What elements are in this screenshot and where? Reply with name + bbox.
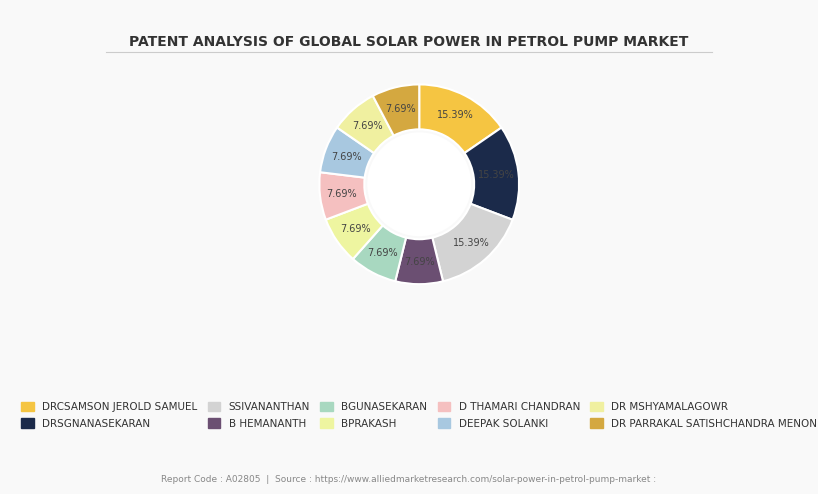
Wedge shape: [320, 127, 374, 178]
Text: Report Code : A02805  |  Source : https://www.alliedmarketresearch.com/solar-pow: Report Code : A02805 | Source : https://…: [161, 475, 657, 484]
Wedge shape: [419, 84, 501, 153]
Text: 7.69%: 7.69%: [367, 248, 398, 258]
Text: 7.69%: 7.69%: [404, 257, 434, 267]
Wedge shape: [395, 238, 443, 284]
Wedge shape: [373, 84, 420, 136]
Text: 7.69%: 7.69%: [326, 189, 357, 199]
Wedge shape: [465, 127, 519, 220]
Legend: DRCSAMSON JEROLD SAMUEL, DRSGNANASEKARAN, SSIVANANTHAN, B HEMANANTH, BGUNASEKARA: DRCSAMSON JEROLD SAMUEL, DRSGNANASEKARAN…: [16, 397, 818, 434]
Text: 15.39%: 15.39%: [437, 110, 474, 121]
Text: PATENT ANALYSIS OF GLOBAL SOLAR POWER IN PETROL PUMP MARKET: PATENT ANALYSIS OF GLOBAL SOLAR POWER IN…: [129, 35, 689, 48]
Text: 7.69%: 7.69%: [353, 121, 383, 131]
Text: 15.39%: 15.39%: [452, 238, 489, 247]
Wedge shape: [433, 204, 513, 281]
Circle shape: [367, 132, 471, 236]
Wedge shape: [337, 96, 393, 153]
Wedge shape: [353, 225, 406, 281]
Text: 15.39%: 15.39%: [479, 170, 515, 180]
Text: 7.69%: 7.69%: [339, 223, 371, 234]
Text: 7.69%: 7.69%: [385, 104, 416, 114]
Text: 7.69%: 7.69%: [331, 152, 362, 162]
Wedge shape: [326, 204, 383, 259]
Wedge shape: [319, 172, 368, 220]
